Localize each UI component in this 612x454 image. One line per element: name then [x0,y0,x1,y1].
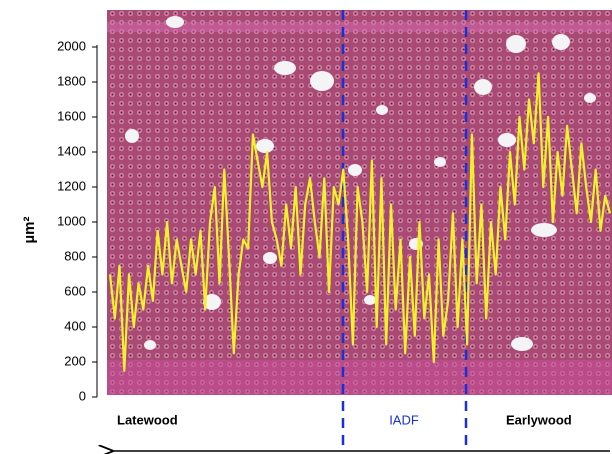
y-tick-label: 1000 [57,213,86,228]
micrograph [107,10,612,395]
data-line [108,72,612,372]
region-label: IADF [389,412,419,427]
y-tick-label: 2000 [57,38,86,53]
y-tick-label: 200 [64,353,86,368]
y-tick-label: 1200 [57,178,86,193]
region-label: Earlywood [506,412,572,427]
y-tick-label: 400 [64,318,86,333]
y-tick-label: 1400 [57,143,86,158]
y-tick-label: 600 [64,283,86,298]
y-tick-label: 0 [79,388,86,403]
y-tick-label: 800 [64,248,86,263]
region-label: Latewood [117,412,178,427]
dividers [341,10,468,447]
y-tick-label: 1800 [57,73,86,88]
y-axis-label: µm² [21,217,38,244]
y-tick-label: 1600 [57,108,86,123]
